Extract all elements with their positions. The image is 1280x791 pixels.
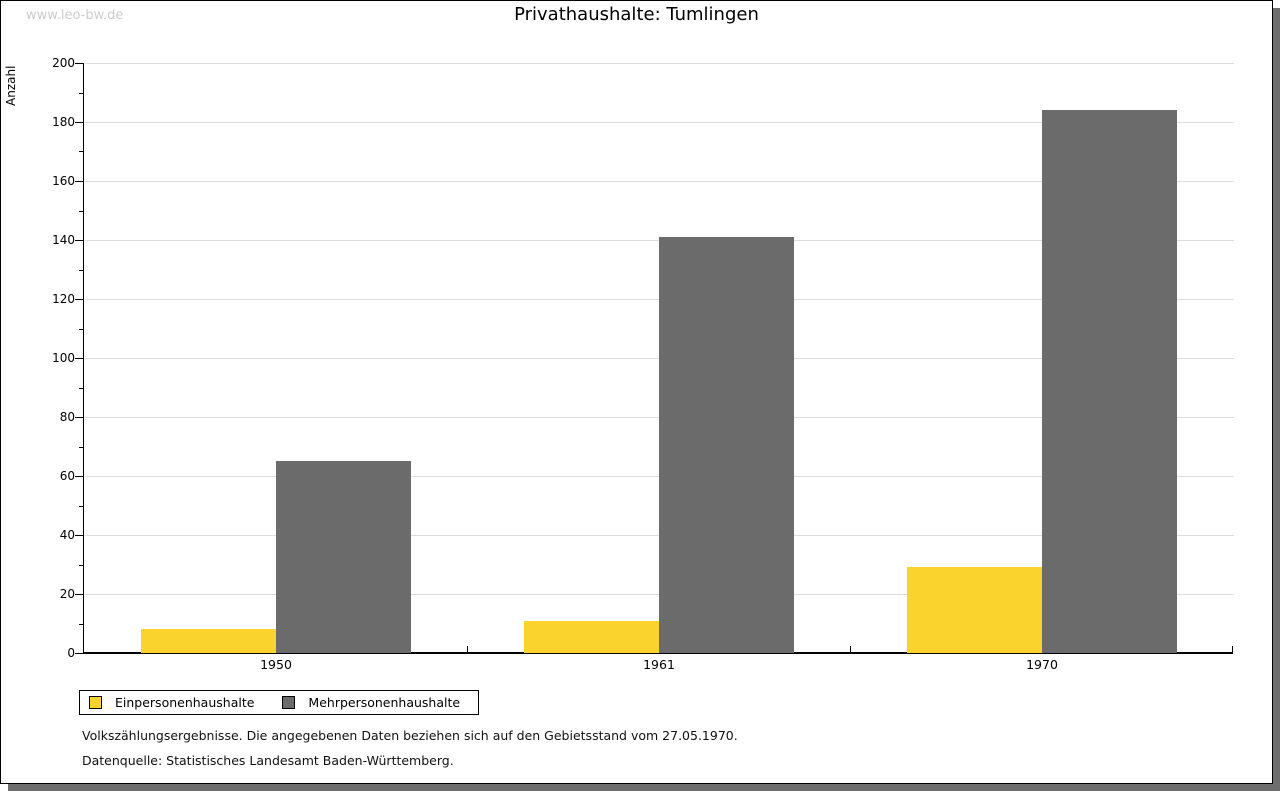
- chart-title: Privathaushalte: Tumlingen: [514, 4, 759, 25]
- y-tick-major-60: [75, 476, 83, 477]
- legend-swatch-einpersonenhaushalte: [89, 696, 102, 709]
- x-axis-line: [84, 652, 1233, 654]
- y-tick-major-160: [75, 181, 83, 182]
- y-tick-label-0: 0: [67, 646, 75, 660]
- y-tick-major-0: [75, 653, 83, 654]
- footnote-source-note: Volkszählungsergebnisse. Die angegebenen…: [82, 728, 738, 743]
- y-axis-title: Anzahl: [4, 65, 18, 107]
- y-tick-major-20: [75, 594, 83, 595]
- x-category-label-1950: 1950: [260, 657, 292, 672]
- y-tick-label-20: 20: [59, 587, 75, 601]
- y-tick-major-140: [75, 240, 83, 241]
- y-tick-major-120: [75, 299, 83, 300]
- watermark: www.leo-bw.de: [26, 8, 124, 23]
- x-category-label-1961: 1961: [643, 657, 675, 672]
- y-tick-minor-170: [79, 151, 83, 152]
- bar-1961-mehrpersonen: [659, 237, 794, 653]
- y-tick-label-200: 200: [52, 56, 75, 70]
- y-tick-major-200: [75, 63, 83, 64]
- gridline-180: [85, 122, 1234, 123]
- y-tick-minor-150: [79, 211, 83, 212]
- bar-1950-mehrpersonen: [276, 461, 411, 653]
- y-tick-minor-90: [79, 388, 83, 389]
- y-tick-major-100: [75, 358, 83, 359]
- y-tick-label-100: 100: [52, 351, 75, 365]
- y-tick-label-80: 80: [59, 410, 75, 424]
- y-tick-label-160: 160: [52, 174, 75, 188]
- y-tick-minor-130: [79, 270, 83, 271]
- x-tick-boundary-2: [850, 646, 851, 653]
- y-tick-major-40: [75, 535, 83, 536]
- y-tick-label-140: 140: [52, 233, 75, 247]
- y-tick-major-180: [75, 122, 83, 123]
- bar-1970-mehrpersonen: [1042, 110, 1177, 653]
- y-tick-label-180: 180: [52, 115, 75, 129]
- y-tick-label-60: 60: [59, 469, 75, 483]
- legend-item-mehrpersonenhaushalte: Mehrpersonenhaushalte: [282, 695, 460, 710]
- y-tick-minor-190: [79, 93, 83, 94]
- y-tick-minor-70: [79, 447, 83, 448]
- y-tick-minor-50: [79, 506, 83, 507]
- gridline-160: [85, 181, 1234, 182]
- bar-1970-einpersonen: [907, 567, 1042, 653]
- bar-1961-einpersonen: [524, 621, 659, 653]
- legend-swatch-mehrpersonenhaushalte: [282, 696, 296, 709]
- gridline-200: [85, 63, 1234, 64]
- legend-item-einpersonenhaushalte: Einpersonenhaushalte: [89, 695, 254, 710]
- legend-label-mehrpersonenhaushalte: Mehrpersonenhaushalte: [308, 695, 461, 710]
- x-category-label-1970: 1970: [1026, 657, 1058, 672]
- y-tick-minor-110: [79, 329, 83, 330]
- legend: Einpersonenhaushalte Mehrpersonenhaushal…: [79, 690, 479, 715]
- x-tick-axis-end: [1232, 646, 1233, 653]
- y-tick-major-80: [75, 417, 83, 418]
- y-tick-minor-10: [79, 624, 83, 625]
- y-tick-minor-30: [79, 565, 83, 566]
- y-tick-label-120: 120: [52, 292, 75, 306]
- footnote-data-source: Datenquelle: Statistisches Landesamt Bad…: [82, 753, 454, 768]
- legend-label-einpersonenhaushalte: Einpersonenhaushalte: [115, 695, 255, 710]
- y-tick-label-40: 40: [59, 528, 75, 542]
- bar-1950-einpersonen: [141, 629, 276, 653]
- y-axis-line: [83, 63, 84, 654]
- x-tick-boundary-1: [467, 646, 468, 653]
